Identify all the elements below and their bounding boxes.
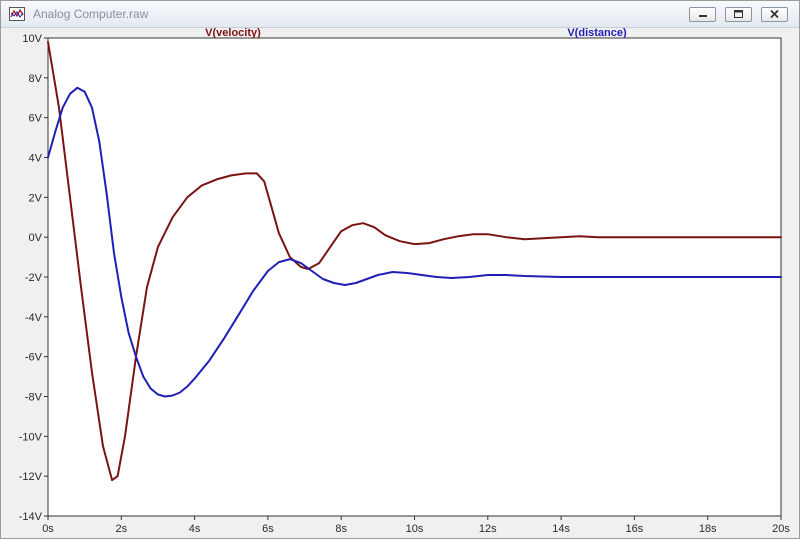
- minimize-icon: [699, 15, 707, 17]
- close-icon: [770, 9, 779, 19]
- minimize-button[interactable]: [689, 7, 716, 22]
- x-tick-label: 4s: [189, 523, 201, 535]
- x-tick-label: 12s: [479, 523, 497, 535]
- x-tick-label: 18s: [699, 523, 717, 535]
- x-tick-label: 20s: [772, 523, 790, 535]
- window-title: Analog Computer.raw: [33, 7, 149, 21]
- x-tick-label: 14s: [552, 523, 570, 535]
- y-tick-label: -6V: [25, 352, 43, 364]
- title-bar[interactable]: Analog Computer.raw: [1, 1, 799, 28]
- y-tick-label: 8V: [29, 73, 43, 85]
- y-tick-label: 4V: [29, 153, 43, 165]
- x-tick-label: 10s: [406, 523, 424, 535]
- y-tick-label: 0V: [29, 232, 43, 244]
- x-tick-label: 16s: [626, 523, 644, 535]
- maximize-icon: [734, 10, 743, 18]
- waveform-plot[interactable]: V(velocity) V(distance) 10V 8V 6V 4V 2V 0V -2V -…: [1, 27, 799, 538]
- y-tick-label: -2V: [25, 272, 43, 284]
- maximize-button[interactable]: [725, 7, 752, 22]
- y-tick-label: -14V: [19, 511, 43, 523]
- x-tick-label: 2s: [115, 523, 127, 535]
- trace-vdistance[interactable]: [47, 86, 782, 398]
- x-tick-label: 8s: [335, 523, 347, 535]
- x-tick-label: 6s: [262, 523, 274, 535]
- close-button[interactable]: [761, 7, 788, 22]
- waveform-icon: [9, 7, 25, 21]
- y-tick-label: -4V: [25, 312, 43, 324]
- x-tick-label: 0s: [42, 523, 54, 535]
- y-tick-label: 6V: [29, 113, 43, 125]
- trace-label-vvelocity[interactable]: V(velocity): [205, 27, 261, 39]
- y-tick-label: -12V: [19, 471, 43, 483]
- y-tick-label: -10V: [19, 431, 43, 443]
- y-tick-label: 2V: [29, 192, 43, 204]
- y-tick-label: -8V: [25, 392, 43, 404]
- y-tick-label: 10V: [22, 33, 42, 45]
- trace-label-vdistance[interactable]: V(distance): [567, 27, 627, 39]
